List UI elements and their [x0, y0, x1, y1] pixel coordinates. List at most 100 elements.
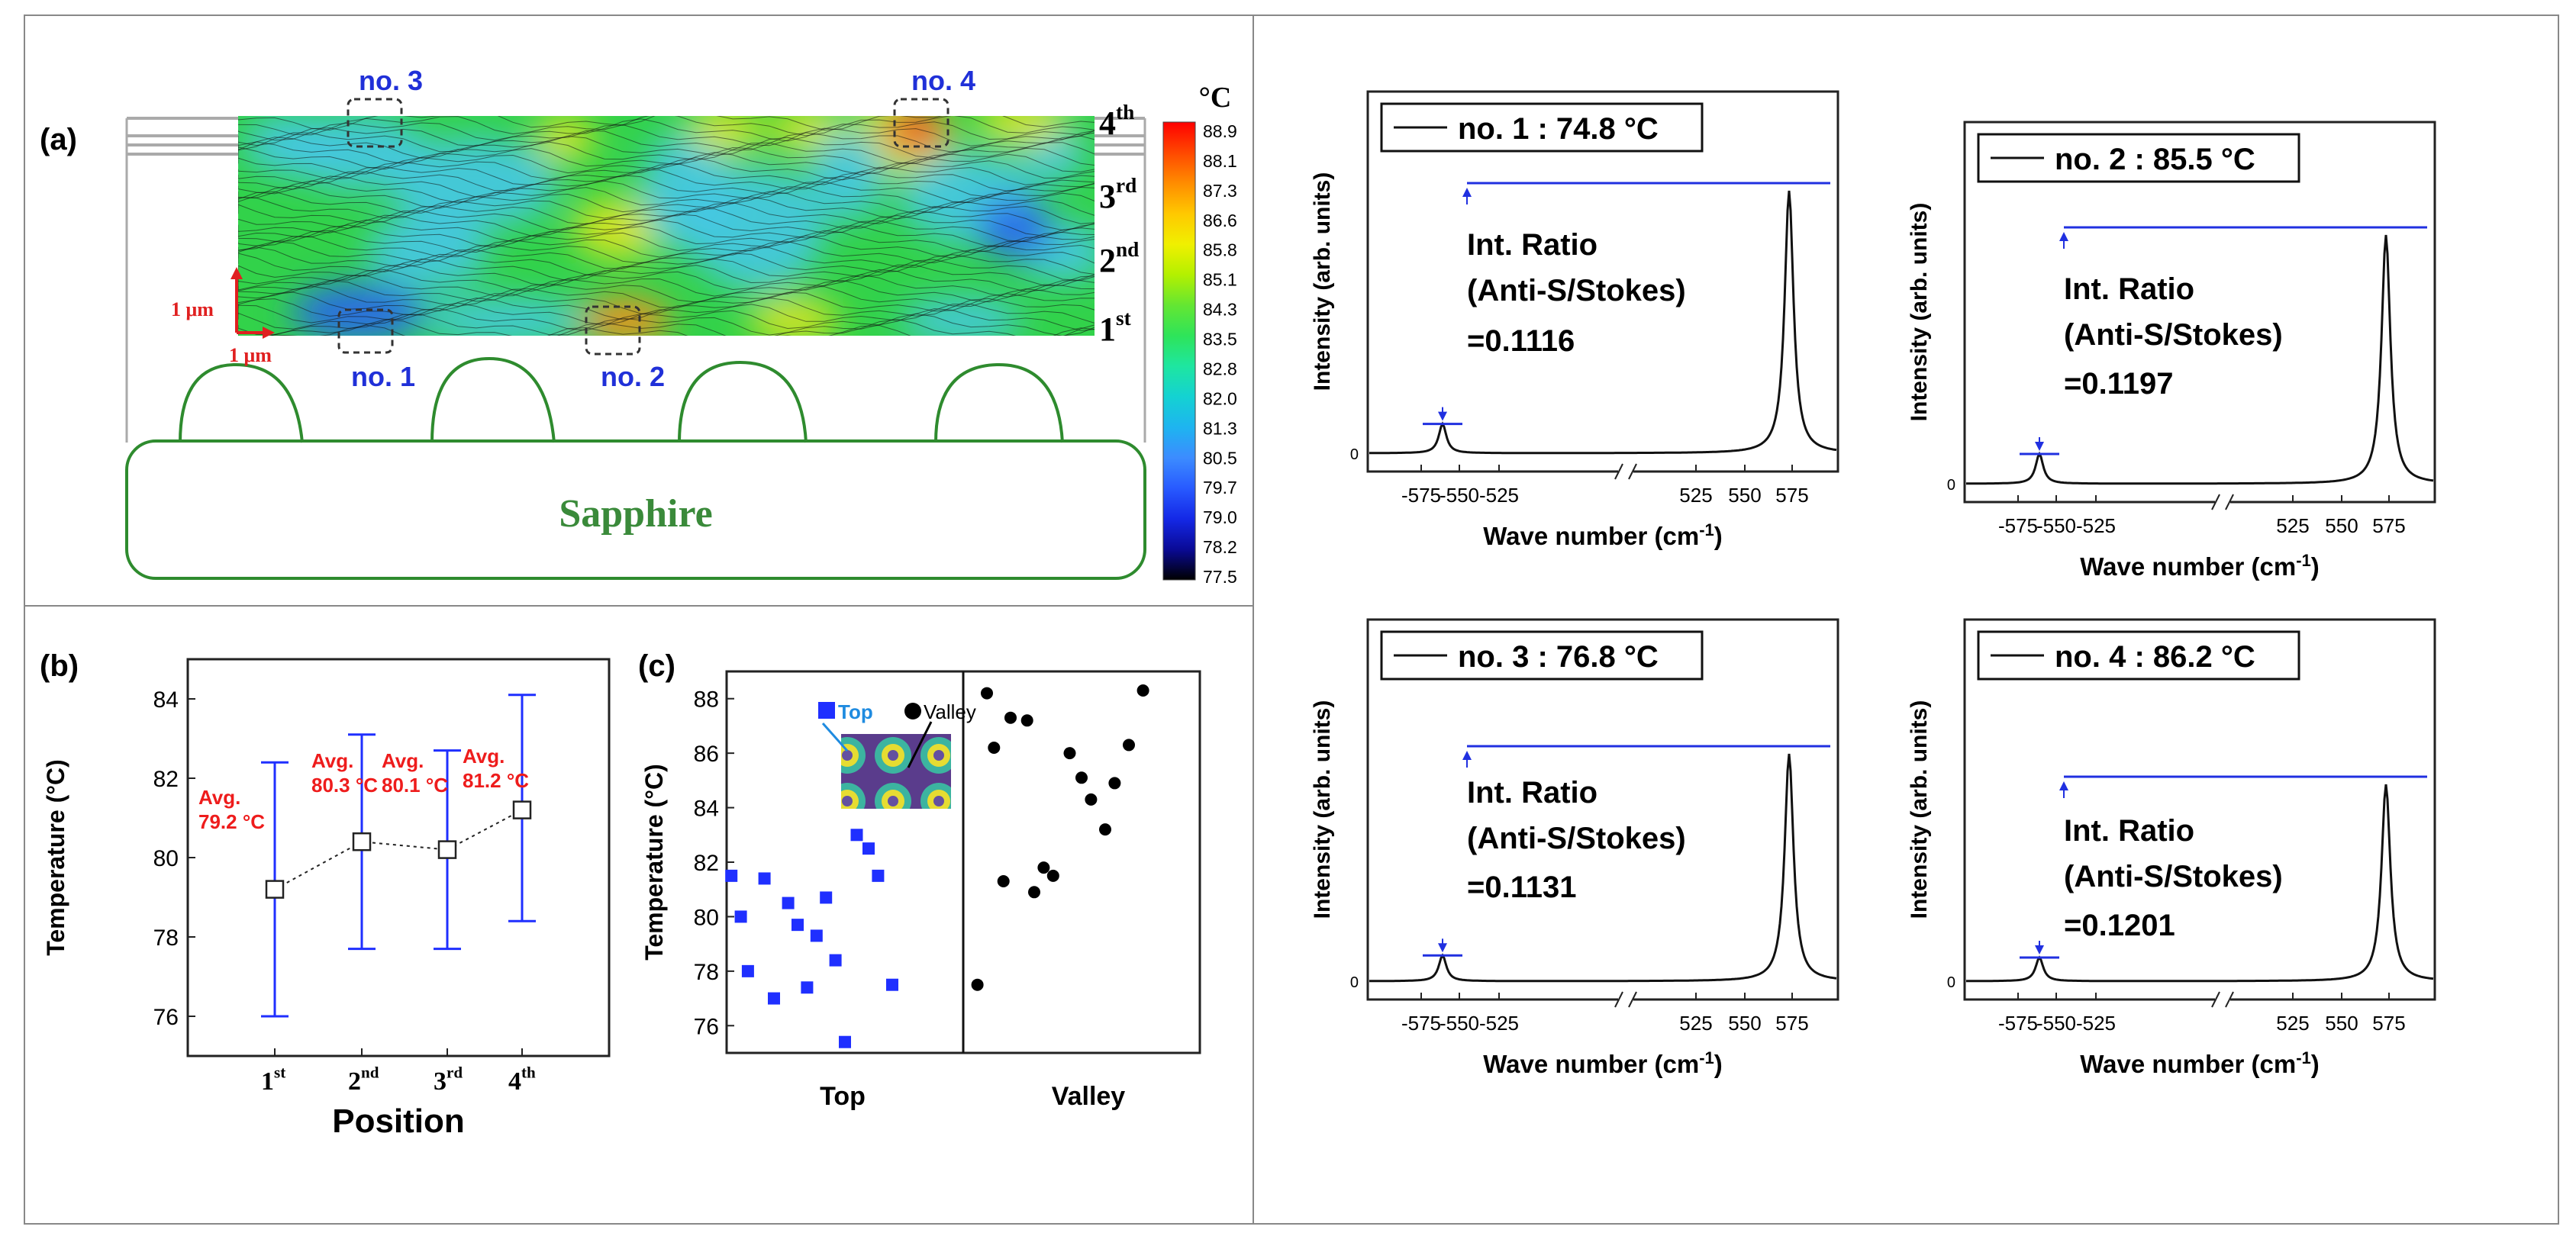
spectrum-xtick-label: -575	[1998, 1012, 2038, 1035]
spectrum-xtick-label: 575	[1775, 484, 1808, 507]
colorbar-tick: 79.0	[1203, 507, 1237, 527]
spectrum-legend-label: no. 4 : 86.2 °C	[2055, 640, 2255, 674]
chart-b-xtick-label: 4th	[508, 1064, 536, 1096]
axis-break-gap	[1618, 462, 1633, 481]
spectrum-xtick-label: -525	[2076, 1012, 2116, 1035]
chart-b-xlabel: Position	[332, 1103, 465, 1140]
spectrum-xlabel: Wave number (cm-1)	[2080, 551, 2320, 581]
chart-c-point-valley	[1099, 823, 1111, 836]
spectrum-xtick-label: 525	[1679, 484, 1712, 507]
ratio-label-line: =0.1131	[1467, 871, 1577, 904]
chart-c-legend-valley-marker	[904, 703, 921, 719]
panel-bc-frame	[24, 605, 1254, 1225]
chart-b-ytick-label: 78	[153, 925, 179, 951]
colorbar-tick: 86.6	[1203, 211, 1237, 230]
ratio-arrowhead-bottom	[2035, 441, 2044, 451]
spectrum-xtick-label: -575	[1401, 484, 1441, 507]
spectrum-frame	[1366, 618, 1839, 1001]
chart-c-point-top	[886, 978, 898, 991]
chart-c-point-valley	[1085, 793, 1098, 806]
chart-c-xlabel-top: Top	[820, 1082, 866, 1111]
ratio-label-line: Int. Ratio	[1467, 776, 1598, 810]
chart-c-point-top	[758, 872, 771, 885]
colorbar-tick: 83.5	[1203, 330, 1237, 349]
point-label-1: no. 1	[351, 361, 415, 392]
layer-label-3: 3rd	[1099, 174, 1136, 215]
chart-c-ytick-label: 82	[694, 851, 719, 876]
colorbar-tick: 81.3	[1203, 418, 1237, 438]
spectrum-xtick-label: -575	[1998, 514, 2038, 537]
spectrum-xtick-label: -550	[2036, 1012, 2076, 1035]
scale-vertical-label: 1 μm	[171, 298, 214, 320]
colorbar-tick: 78.2	[1203, 537, 1237, 557]
spectrum-xtick-label: 525	[1679, 1012, 1712, 1035]
point-label-4: no. 4	[911, 65, 975, 96]
point-box-1	[337, 308, 394, 354]
spectrum-xtick-label: 550	[2325, 1012, 2358, 1035]
colorbar: °C 88.9 88.1 87.3 86.6 85.8 85.1 84.3 83.5 82.8 8…	[1162, 82, 1237, 587]
spectrum-curve	[1369, 190, 1837, 455]
colorbar-tick: 88.1	[1203, 151, 1237, 171]
chart-c-point-top	[820, 891, 833, 904]
spectrum-legend-label: no. 3 : 76.8 °C	[1458, 640, 1659, 674]
spectrum-no1: -575-550 -525 525 550 575 0 Wave number (cm-1)…	[1310, 90, 1839, 550]
chart-c-point-top	[839, 1035, 851, 1048]
axis-break-mark	[2225, 494, 2234, 510]
spectrum-legend-label: no. 2 : 85.5 °C	[2055, 143, 2255, 176]
spectrum-ytick-label: 0	[1350, 446, 1359, 463]
chart-c-legend-top-label: Top	[838, 700, 873, 723]
spectrum-xtick-label: -525	[2076, 514, 2116, 537]
ratio-label-line: (Anti-S/Stokes)	[1467, 822, 1686, 855]
chart-c-point-top	[872, 869, 885, 882]
colorbar-tick: 77.5	[1203, 567, 1237, 587]
spectrum-xtick-label: -525	[1479, 484, 1519, 507]
chart-b-xtick-label: 1st	[261, 1064, 285, 1096]
spectrum-legend-label: no. 1 : 74.8 °C	[1458, 112, 1659, 146]
chart-c-point-valley	[1123, 739, 1135, 752]
ratio-label-line: =0.1197	[2064, 367, 2174, 401]
chart-c-point-top	[734, 910, 747, 923]
spectrum-ylabel: Intensity (arb. units)	[1907, 700, 1932, 919]
spectrum-frame	[1963, 618, 2436, 1001]
axis-break-mark	[2225, 991, 2234, 1008]
colorbar-tick: 79.7	[1203, 478, 1237, 497]
spectrum-xlabel: Wave number (cm-1)	[1483, 520, 1723, 550]
panel-label-b: (b)	[40, 649, 79, 683]
colorbar-tick: 85.1	[1203, 270, 1237, 290]
chart-b-xtick-label: 2nd	[348, 1064, 379, 1096]
ratio-label-line: =0.1116	[1467, 324, 1575, 358]
chart-b-ytick-label: 80	[153, 846, 179, 871]
chart-c-point-valley	[971, 978, 984, 991]
axis-break-mark	[1628, 991, 1637, 1008]
chart-c-point-top	[725, 869, 738, 882]
chart-c-ytick-label: 88	[694, 687, 719, 713]
chart-c-point-top	[741, 964, 754, 977]
ratio-label-line: Int. Ratio	[2064, 272, 2194, 306]
spectrum-xtick-label: 550	[1728, 1012, 1761, 1035]
colorbar-tick: 85.8	[1203, 240, 1237, 260]
point-box-2	[585, 305, 641, 356]
chart-c-point-valley	[1004, 711, 1017, 724]
scale-bar: 1 μm 1 μm	[171, 267, 275, 366]
colorbar-tick: 82.8	[1203, 359, 1237, 378]
ratio-arrowhead-top	[1462, 188, 1472, 197]
sapphire-label: Sapphire	[559, 492, 712, 536]
spectrum-xtick-label: 575	[2372, 1012, 2405, 1035]
layer-label-2: 2nd	[1099, 238, 1139, 279]
spectrum-xtick-label: -550	[2036, 514, 2076, 537]
spectrum-frame	[1963, 121, 2436, 504]
surface-inset-image	[841, 734, 951, 809]
chart-b-xtick-label: 3rd	[434, 1064, 463, 1096]
chart-c-legend-top-marker	[818, 702, 835, 719]
layer-label-1: 1st	[1099, 307, 1131, 348]
point-box-3	[347, 98, 403, 148]
chart-c-point-top	[829, 954, 842, 967]
chart-c-point-valley	[988, 742, 1001, 754]
axis-break-gap	[1618, 990, 1633, 1009]
colorbar-tick: 80.5	[1203, 448, 1237, 468]
chart-c-ytick-label: 86	[694, 742, 719, 767]
chart-b-point	[352, 832, 372, 851]
ratio-label-line: (Anti-S/Stokes)	[2064, 318, 2283, 352]
colorbar-tick: 87.3	[1203, 181, 1237, 201]
